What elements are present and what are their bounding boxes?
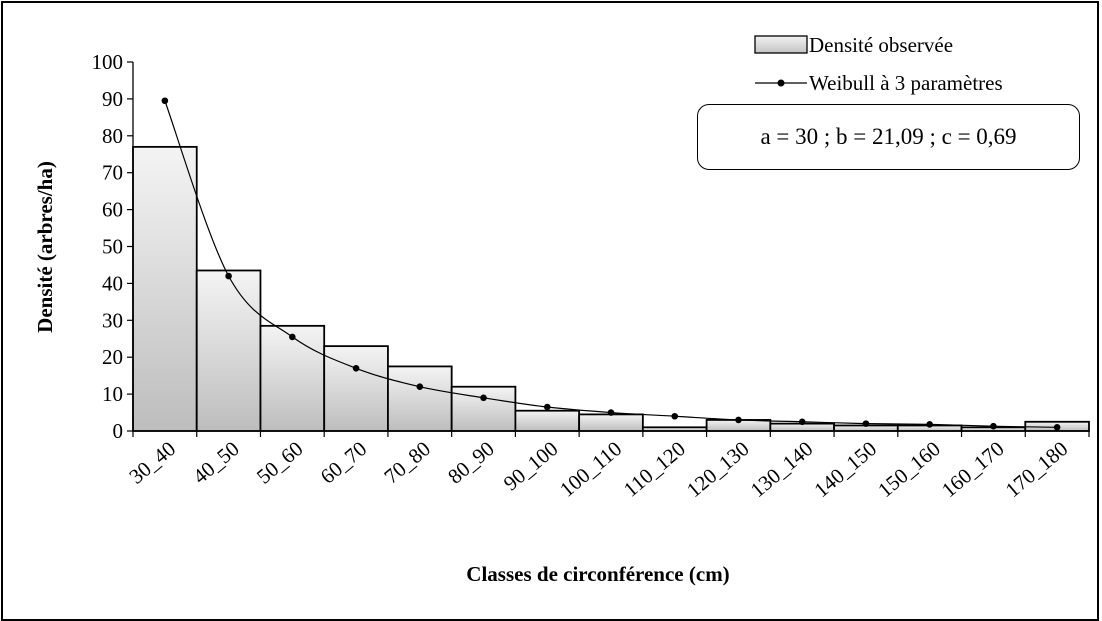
y-tick-label: 60 xyxy=(102,198,123,222)
x-tick-label: 40_50 xyxy=(188,436,244,488)
x-tick-label: 50_60 xyxy=(252,436,308,488)
weibull-point-170_180 xyxy=(1053,424,1061,431)
bar-90_100 xyxy=(514,409,581,432)
y-tick-label: 10 xyxy=(102,382,123,406)
bar-50_60 xyxy=(259,324,326,432)
chart-canvas: 0 10 20 30 40 50 60 70 80 90 100 30_40 40_50 50_60 60… xyxy=(33,33,1090,586)
weibull-point-120_130 xyxy=(735,416,742,424)
y-tick-label: 70 xyxy=(102,161,123,185)
bar-70_80 xyxy=(387,365,453,432)
weibull-point-40_50 xyxy=(225,272,232,280)
weibull-point-70_80 xyxy=(416,383,424,391)
y-axis-title: Densité (arbres/ha) xyxy=(33,161,57,333)
parameter-box: a = 30 ; b = 21,09 ; c = 0,69 xyxy=(697,104,1080,170)
weibull-point-160_170 xyxy=(990,422,997,430)
x-tick-label: 90_100 xyxy=(499,436,563,495)
weibull-point-80_90 xyxy=(480,394,487,402)
bar-series xyxy=(132,145,1090,432)
parameter-text: a = 30 ; b = 21,09 ; c = 0,69 xyxy=(760,124,1017,149)
axes xyxy=(127,61,1090,437)
legend-line-label: Weibull à 3 paramètres xyxy=(809,71,1003,95)
y-tick-label: 80 xyxy=(102,124,123,148)
weibull-point-30_40 xyxy=(161,97,169,105)
bar-80_90 xyxy=(450,385,517,432)
legend-bar-label: Densité observée xyxy=(809,33,953,57)
weibull-point-110_120 xyxy=(671,412,679,420)
bar-100_110 xyxy=(578,413,644,432)
weibull-point-100_110 xyxy=(607,409,615,416)
x-tick-labels: 30_40 40_50 50_60 60_70 70_80 80_90 90_100100_… xyxy=(124,436,1072,502)
x-tick-label: 100_110 xyxy=(555,436,626,501)
x-tick-label: 80_90 xyxy=(443,436,499,488)
x-tick-label: 160_170 xyxy=(937,436,1009,502)
weibull-curve xyxy=(164,100,1058,428)
weibull-point-130_140 xyxy=(798,418,806,426)
y-tick-label: 20 xyxy=(102,345,123,369)
y-tick-label: 0 xyxy=(113,419,124,443)
x-tick-label: 110_120 xyxy=(619,436,690,501)
weibull-point-60_70 xyxy=(352,364,360,372)
x-axis-title: Classes de circonférence (cm) xyxy=(466,562,729,586)
x-tick-label: 120_130 xyxy=(682,436,754,502)
legend: Densité observée Weibull à 3 paramètres xyxy=(754,33,1003,95)
y-tick-label: 90 xyxy=(102,87,123,111)
x-tick-label: 130_140 xyxy=(746,436,818,502)
x-tick-label: 30_40 xyxy=(124,436,180,488)
legend-bar-swatch xyxy=(754,35,808,54)
y-tick-label: 30 xyxy=(102,308,123,332)
x-tick-label: 140_150 xyxy=(809,436,881,502)
weibull-point-140_150 xyxy=(862,420,870,427)
bar-30_40 xyxy=(132,145,198,432)
y-tick-labels: 0 10 20 30 40 50 60 70 80 90 100 xyxy=(92,50,124,443)
bar-40_50 xyxy=(195,269,262,432)
weibull-point-50_60 xyxy=(289,333,296,341)
y-tick-label: 40 xyxy=(102,271,123,295)
y-tick-label: 50 xyxy=(102,235,123,259)
weibull-point-90_100 xyxy=(543,403,551,411)
x-tick-label: 70_80 xyxy=(379,436,435,488)
weibull-series xyxy=(161,97,1061,431)
x-tick-label: 60_70 xyxy=(316,436,372,488)
y-tick-label: 100 xyxy=(92,50,124,74)
weibull-point-150_160 xyxy=(926,421,933,428)
x-tick-label: 150_160 xyxy=(873,436,945,502)
x-tick-label: 170_180 xyxy=(1001,436,1073,502)
legend-line-marker xyxy=(777,79,785,87)
